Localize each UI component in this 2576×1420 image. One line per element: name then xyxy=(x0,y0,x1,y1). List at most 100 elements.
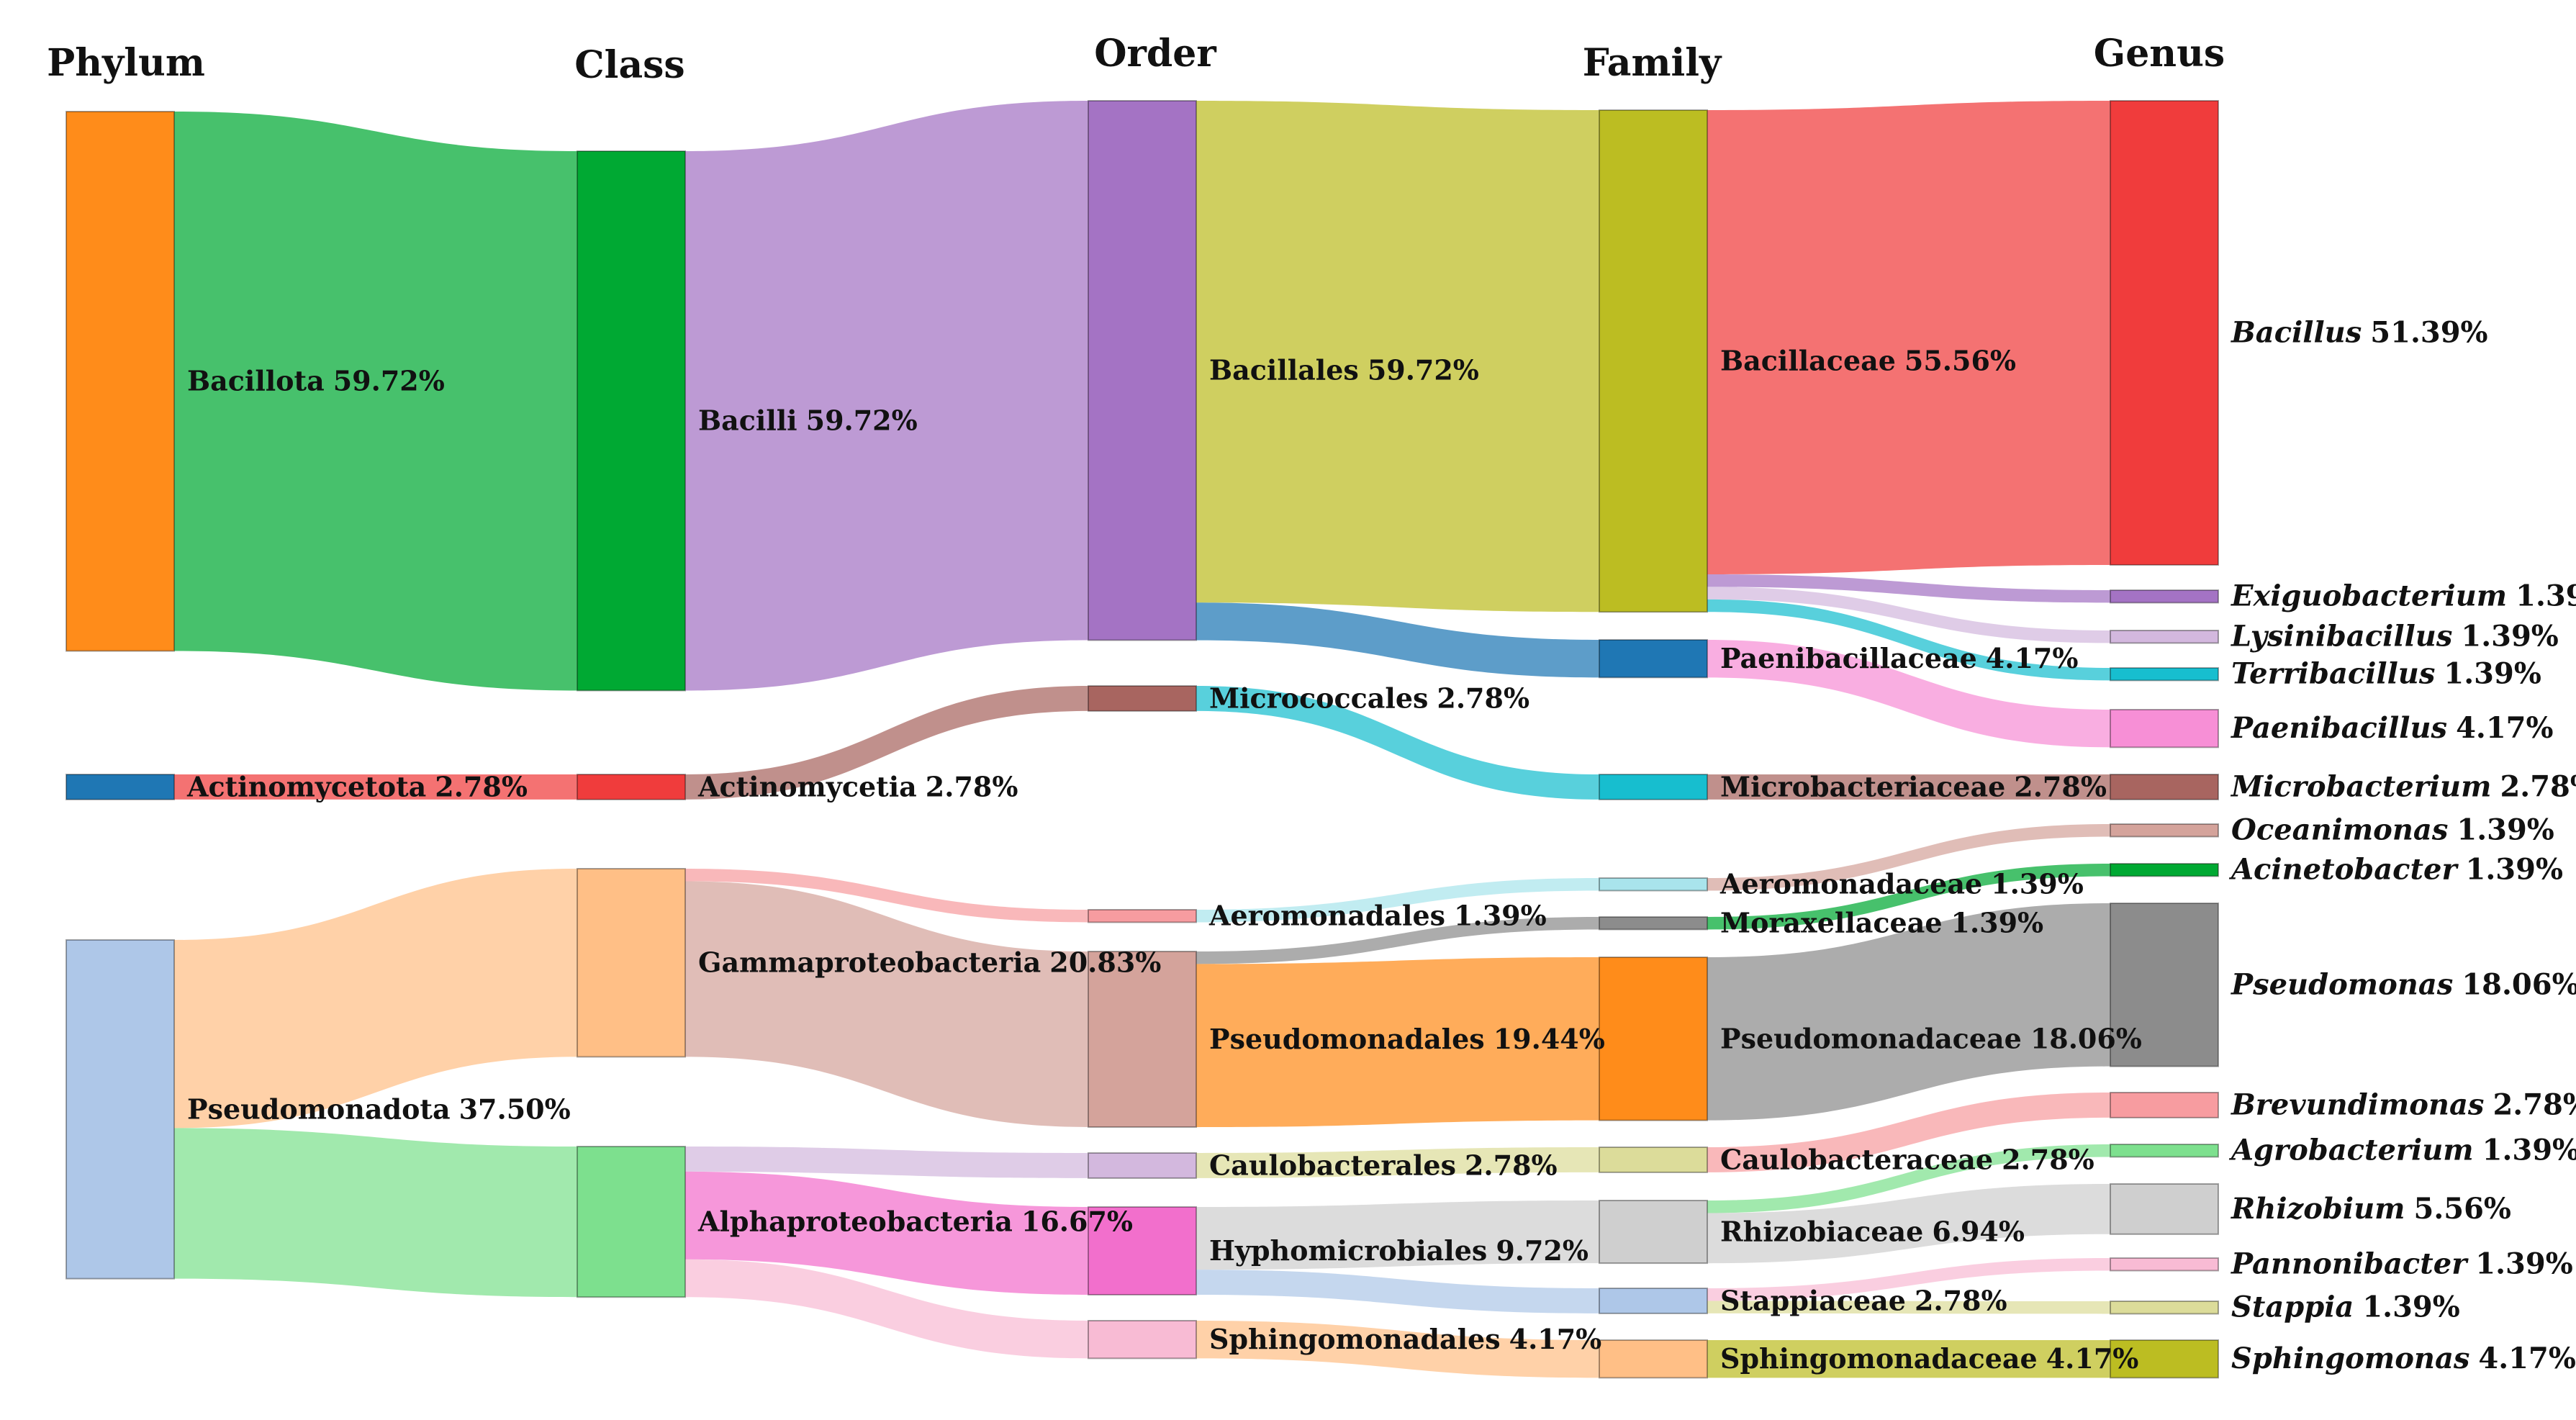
node-bar-caulobacteraceae xyxy=(1599,1147,1708,1173)
node-name-caulobacteraceae: Caulobacteraceae xyxy=(1720,1143,1993,1175)
link-actinomycetia-to-micrococcales xyxy=(685,686,1088,800)
node-bar-paenibacillaceae xyxy=(1599,639,1708,679)
node-bar-bacillales xyxy=(1088,100,1197,641)
node-pct-pannonibacter: 1.39% xyxy=(2475,1247,2572,1281)
node-pct-sphingomonas: 4.17% xyxy=(2478,1342,2575,1375)
node-hyphomicrobiales xyxy=(1088,1206,1197,1295)
node-bacillus xyxy=(2110,100,2219,566)
link-microbacteriaceae-to-microbacterium xyxy=(1707,774,2110,800)
node-bar-stappia xyxy=(2110,1301,2219,1315)
node-name-caulobacterales: Caulobacterales xyxy=(1209,1149,1456,1181)
node-bar-agrobacterium xyxy=(2110,1144,2219,1158)
node-bacillota xyxy=(65,111,175,652)
node-pct-sphingomonadales: 4.17% xyxy=(1509,1323,1602,1355)
node-bar-hyphomicrobiales xyxy=(1088,1206,1197,1295)
node-label-agrobacterium: Agrobacterium 1.39% xyxy=(2228,1134,2576,1167)
node-bar-rhizobiaceae xyxy=(1599,1200,1708,1265)
node-bar-caulobacterales xyxy=(1088,1152,1197,1179)
node-bar-actinomycetota xyxy=(65,774,175,800)
link-pseudomonadota-to-gammaproteobacteria xyxy=(174,869,577,1129)
node-name-hyphomicrobiales: Hyphomicrobiales xyxy=(1209,1234,1487,1267)
link-aeromonadaceae-to-oceanimonas xyxy=(1707,824,2110,891)
node-name-pannonibacter: Pannonibacter xyxy=(2231,1247,2469,1281)
node-label-micrococcales: Micrococcales 2.78% xyxy=(1209,682,1529,714)
node-pseudomonadaceae xyxy=(1599,957,1708,1121)
node-label-pseudomonadaceae: Pseudomonadaceae 18.06% xyxy=(1720,1022,2142,1054)
node-label-microbacterium: Microbacterium 2.78% xyxy=(2230,769,2576,803)
node-name-agrobacterium: Agrobacterium xyxy=(2228,1134,2474,1167)
node-aeromonadaceae xyxy=(1599,877,1708,892)
node-label-bacilli: Bacilli 59.72% xyxy=(698,404,918,437)
node-paenibacillaceae xyxy=(1599,639,1708,679)
node-bar-exiguobacterium xyxy=(2110,589,2219,604)
node-name-microbacterium: Microbacterium xyxy=(2230,769,2491,803)
node-moraxellaceae xyxy=(1599,916,1708,931)
node-brevundimonas xyxy=(2110,1092,2219,1118)
node-pct-bacillota: 59.72% xyxy=(333,365,445,397)
node-label-oceanimonas: Oceanimonas 1.39% xyxy=(2231,813,2554,847)
column-title-genus: Genus xyxy=(2094,32,2225,76)
node-name-pseudomonas: Pseudomonas xyxy=(2231,967,2453,1001)
node-label-alphaproteobacteria: Alphaproteobacteria 16.67% xyxy=(697,1206,1133,1238)
node-caulobacteraceae xyxy=(1599,1147,1708,1173)
node-pct-caulobacteraceae: 2.78% xyxy=(2002,1143,2094,1175)
node-pct-oceanimonas: 1.39% xyxy=(2457,813,2554,847)
node-name-pseudomonadales: Pseudomonadales xyxy=(1209,1023,1485,1055)
link-rhizobiaceae-to-agrobacterium xyxy=(1707,1144,2110,1213)
node-pct-aeromonadales: 1.39% xyxy=(1454,900,1547,932)
column-title-order: Order xyxy=(1094,32,1216,76)
node-actinomycetota xyxy=(65,774,175,800)
node-pct-pseudomonadaceae: 18.06% xyxy=(2030,1022,2142,1054)
node-pct-pseudomonadales: 19.44% xyxy=(1493,1023,1605,1055)
node-label-hyphomicrobiales: Hyphomicrobiales 9.72% xyxy=(1209,1234,1588,1267)
node-label-brevundimonas: Brevundimonas 2.78% xyxy=(2231,1087,2576,1121)
node-name-lysinibacillus: Lysinibacillus xyxy=(2231,620,2452,654)
node-pct-moraxellaceae: 1.39% xyxy=(1951,907,2044,939)
node-label-paenibacillus: Paenibacillus 4.17% xyxy=(2231,711,2554,745)
node-pct-agrobacterium: 1.39% xyxy=(2482,1134,2576,1167)
node-exiguobacterium xyxy=(2110,589,2219,604)
node-bar-sphingomonadaceae xyxy=(1599,1339,1708,1379)
node-bar-alphaproteobacteria xyxy=(577,1146,686,1298)
node-label-rhizobium: Rhizobium 5.56% xyxy=(2231,1192,2511,1226)
node-pct-micrococcales: 2.78% xyxy=(1437,682,1529,714)
link-rhizobiaceae-to-rhizobium xyxy=(1707,1184,2110,1264)
link-sphingomonadales-to-sphingomonadaceae xyxy=(1196,1321,1599,1378)
node-bar-acinetobacter xyxy=(2110,863,2219,877)
node-pct-lysinibacillus: 1.39% xyxy=(2461,620,2558,654)
node-pct-pseudomonadota: 37.50% xyxy=(459,1093,571,1125)
node-pct-actinomycetia: 2.78% xyxy=(926,770,1018,802)
node-label-pseudomonas: Pseudomonas 18.06% xyxy=(2231,967,2576,1001)
sankey-links xyxy=(174,101,2110,1378)
node-bar-bacillota xyxy=(65,111,175,652)
link-bacilli-to-bacillales xyxy=(685,101,1088,691)
node-bar-gammaproteobacteria xyxy=(577,868,686,1058)
node-bar-sphingomonas xyxy=(2110,1339,2219,1379)
node-label-lysinibacillus: Lysinibacillus 1.39% xyxy=(2231,620,2559,654)
node-bar-lysinibacillus xyxy=(2110,630,2219,644)
node-bar-aeromonadales xyxy=(1088,909,1197,923)
node-name-gammaproteobacteria: Gammaproteobacteria xyxy=(698,946,1041,979)
node-pct-bacillales: 59.72% xyxy=(1368,354,1479,386)
node-name-exiguobacterium: Exiguobacterium xyxy=(2231,579,2507,613)
node-label-aeromonadaceae: Aeromonadaceae 1.39% xyxy=(1719,868,2084,900)
column-title-phylum: Phylum xyxy=(47,41,205,85)
node-name-bacillus: Bacillus xyxy=(2231,315,2362,349)
node-microbacterium xyxy=(2110,774,2219,800)
link-bacillales-to-bacillaceae xyxy=(1196,101,1599,612)
node-pct-pseudomonas: 18.06% xyxy=(2462,967,2576,1001)
node-name-rhizobium: Rhizobium xyxy=(2231,1192,2405,1226)
link-aeromonadales-to-aeromonadaceae xyxy=(1196,878,1599,923)
node-label-caulobacterales: Caulobacterales 2.78% xyxy=(1209,1149,1558,1181)
node-caulobacterales xyxy=(1088,1152,1197,1179)
node-pct-terribacillus: 1.39% xyxy=(2444,657,2541,691)
node-bar-pseudomonadaceae xyxy=(1599,957,1708,1121)
link-bacillaceae-to-bacillus xyxy=(1707,101,2110,574)
node-label-rhizobiaceae: Rhizobiaceae 6.94% xyxy=(1720,1216,2025,1248)
node-bar-sphingomonadales xyxy=(1088,1320,1197,1360)
node-oceanimonas xyxy=(2110,823,2219,838)
node-acinetobacter xyxy=(2110,863,2219,877)
node-pseudomonadales xyxy=(1088,951,1197,1128)
link-caulobacterales-to-caulobacteraceae xyxy=(1196,1147,1599,1178)
node-lysinibacillus xyxy=(2110,630,2219,644)
